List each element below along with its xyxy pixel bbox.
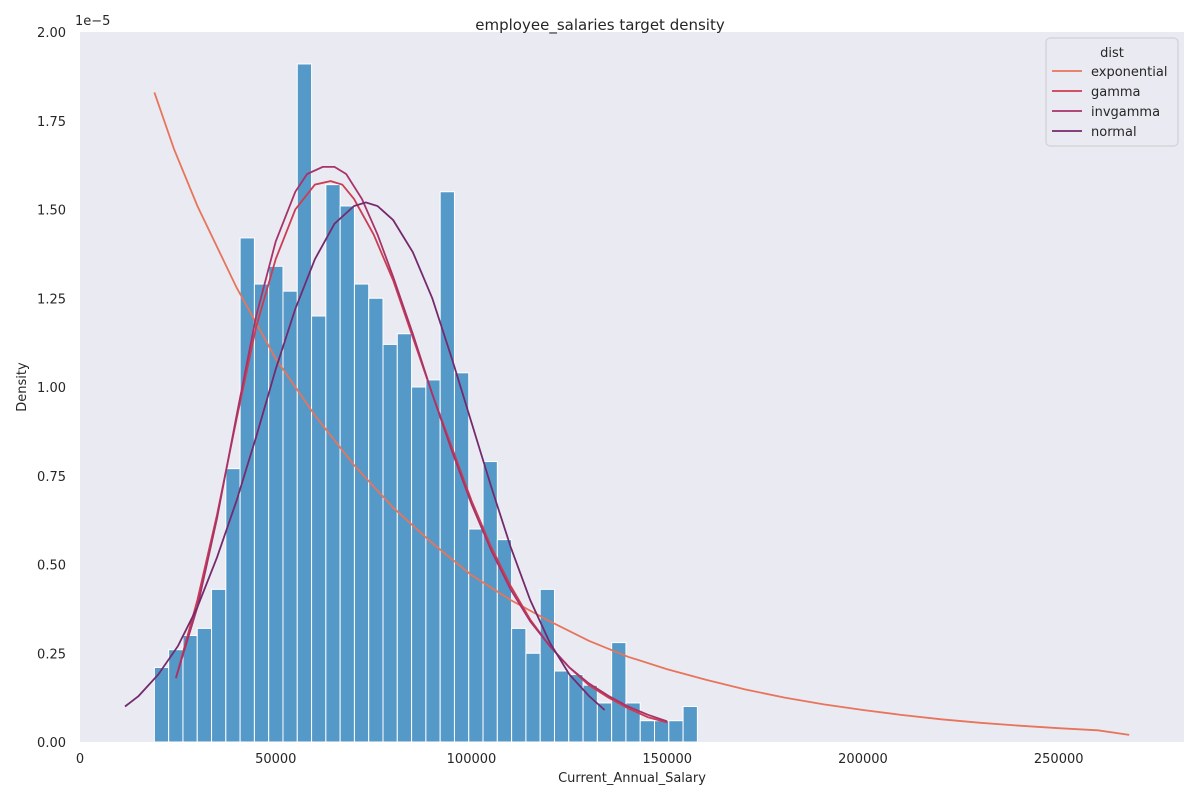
y-tick-label: 1.50	[37, 204, 66, 219]
histogram-bar	[582, 684, 598, 743]
y-tick-label: 1.25	[37, 292, 66, 307]
histogram-bar	[182, 635, 198, 743]
histogram-bar	[353, 283, 370, 743]
x-axis-ticks: 0 50000 100000 150000 200000 250000	[76, 752, 1084, 767]
legend-label-invgamma: invgamma	[1091, 105, 1160, 120]
y-axis-ticks: 0.00 0.25 0.50 0.75 1.00 1.25 1.50 1.75 2.00	[37, 26, 66, 751]
series-line-invgamma	[175, 166, 668, 723]
histogram-bar	[568, 674, 584, 743]
y-tick-label: 1.75	[37, 115, 66, 130]
histogram-bar	[411, 386, 427, 743]
histogram-bar	[211, 588, 227, 743]
x-tick-label: 200000	[838, 752, 888, 767]
legend-label-exponential: exponential	[1091, 65, 1167, 80]
histogram-bar	[525, 652, 541, 743]
y-axis-label: Density	[15, 362, 30, 412]
y-tick-label: 0.00	[37, 736, 66, 751]
histogram-bar	[496, 539, 513, 743]
histogram-bar	[482, 461, 498, 743]
series-line-gamma	[175, 180, 668, 724]
histogram-bar	[311, 315, 327, 743]
x-tick-label: 100000	[447, 752, 497, 767]
histogram-bar	[668, 720, 684, 743]
series-line-exponential	[153, 92, 1130, 736]
histogram-bar	[382, 343, 398, 743]
chart-title: employee_salaries target density	[475, 16, 725, 35]
histogram-bar	[239, 237, 255, 743]
histogram-bar	[296, 63, 313, 743]
histogram-bar	[425, 379, 441, 743]
x-tick-label: 250000	[1034, 752, 1084, 767]
x-tick-label: 50000	[255, 752, 296, 767]
series-lines	[124, 92, 1130, 736]
histogram-bar	[511, 627, 527, 743]
y-tick-label: 0.50	[37, 559, 66, 574]
legend-label-gamma: gamma	[1091, 85, 1141, 100]
y-tick-label: 0.25	[37, 647, 66, 662]
legend-box	[1045, 37, 1179, 147]
histogram-bar	[396, 333, 413, 743]
histogram-bar	[553, 670, 570, 743]
histogram-bar	[453, 372, 470, 743]
x-axis-label: Current_Annual_Salary	[558, 771, 706, 786]
histogram-bar	[268, 265, 284, 743]
histogram-bar	[153, 666, 170, 743]
x-tick-label: 150000	[642, 752, 692, 767]
legend-title: dist	[1100, 46, 1124, 61]
y-tick-label: 0.75	[37, 470, 66, 485]
histogram-bar	[368, 297, 384, 743]
x-tick-label: 0	[76, 752, 84, 767]
histogram-bar	[611, 642, 627, 743]
histogram-bar	[539, 588, 555, 743]
legend-label-normal: normal	[1091, 125, 1137, 140]
histogram-bar	[639, 720, 656, 743]
histogram-bar	[439, 191, 455, 743]
y-tick-label: 2.00	[37, 26, 66, 41]
histogram-bar	[282, 290, 298, 743]
y-tick-label: 1.00	[37, 381, 66, 396]
series-line-normal	[124, 201, 606, 711]
y-scale-label: 1e−5	[75, 14, 110, 29]
histogram-bar	[196, 627, 213, 743]
histogram-bar	[682, 706, 698, 743]
histogram-bar	[339, 205, 355, 743]
histogram-bar	[654, 720, 670, 743]
histogram-bar	[325, 184, 341, 743]
histogram-bar	[253, 283, 270, 743]
legend: dist exponential gamma invgamma normal	[1045, 37, 1179, 147]
histogram-bar	[468, 528, 484, 743]
